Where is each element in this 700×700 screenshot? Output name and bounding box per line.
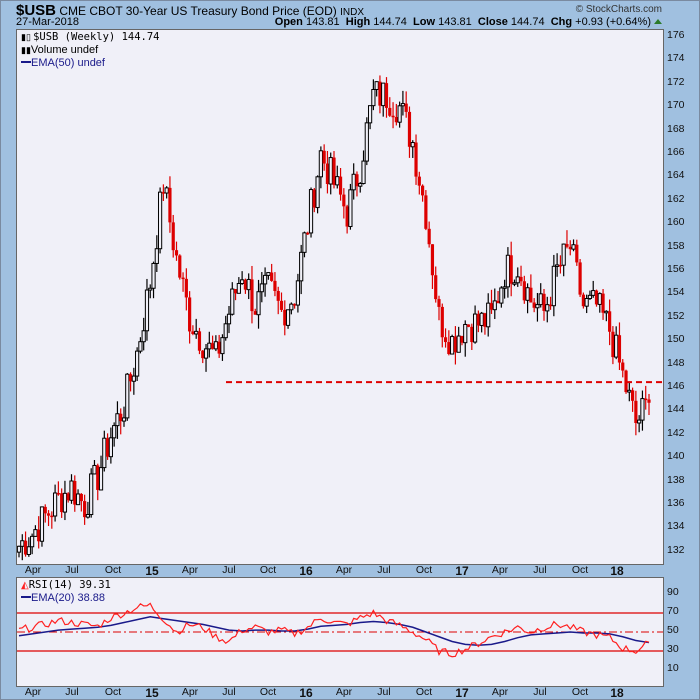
price-legend: ▮▯ $USB (Weekly) 144.74 ▮▮Volume undef E… — [21, 31, 160, 70]
volume-icon: ▮▮ — [21, 45, 31, 55]
price-panel[interactable]: ▮▯ $USB (Weekly) 144.74 ▮▮Volume undef E… — [16, 29, 664, 565]
low-value: 143.81 — [438, 16, 472, 28]
price-tick-label: 170 — [667, 99, 685, 112]
price-candles — [17, 75, 663, 561]
price-tick-label: 146 — [667, 380, 685, 392]
x-tick-label: Jul — [222, 686, 236, 698]
price-tick-label: 166 — [667, 146, 685, 158]
x-tick-label: Apr — [335, 686, 353, 698]
price-tick-label: 142 — [667, 426, 685, 439]
x-tick-label: Jul — [65, 564, 79, 576]
ohlc-summary: Open 143.81 High 144.74 Low 143.81 Close… — [275, 16, 662, 28]
up-arrow-icon — [654, 19, 662, 24]
x-tick-label: Oct — [415, 564, 433, 576]
low-label: Low — [413, 16, 436, 28]
open-label: Open — [274, 16, 303, 28]
x-tick-label: 15 — [145, 564, 159, 578]
instrument-name: CME CBOT 30-Year US Treasury Bond Price … — [59, 4, 337, 18]
price-tick-label: 158 — [667, 239, 685, 252]
price-tick-label: 140 — [667, 450, 685, 463]
chart-title: $USB CME CBOT 30-Year US Treasury Bond P… — [16, 2, 364, 19]
x-tick-label: Oct — [259, 686, 277, 698]
x-tick-label: 18 — [610, 564, 624, 578]
x-tick-label: Apr — [24, 564, 42, 576]
rsi-area-icon: ◭ — [21, 580, 29, 591]
price-tick-label: 160 — [667, 216, 685, 229]
x-tick-label: Oct — [104, 686, 122, 698]
ema-line-icon — [21, 61, 31, 63]
price-tick-label: 174 — [667, 52, 685, 65]
x-tick-label: Jul — [377, 564, 391, 576]
chart-date: 27-Mar-2018 — [16, 16, 79, 28]
price-tick-label: 156 — [667, 263, 685, 275]
rsi-lines — [17, 602, 663, 658]
candle-icon: ▮▯ — [21, 32, 31, 42]
price-tick-label: 168 — [667, 122, 685, 135]
rsi-tick-label: 90 — [667, 586, 679, 598]
price-tick-label: 150 — [667, 333, 685, 346]
x-tick-label: Apr — [181, 686, 199, 698]
rsi-tick-label: 10 — [667, 662, 679, 674]
price-tick-label: 134 — [667, 520, 685, 533]
x-tick-label: Apr — [335, 564, 353, 576]
rsi-legend: ◭RSI(14) 39.31 EMA(20) 38.88 — [21, 579, 111, 605]
legend-series: $USB (Weekly) 144.74 — [33, 31, 160, 43]
price-tick-label: 176 — [667, 29, 685, 41]
brand: © StockCharts.com — [575, 4, 662, 15]
x-tick-label: 18 — [610, 686, 624, 700]
price-tick-label: 162 — [667, 192, 685, 205]
legend-ema: EMA(50) undef — [31, 57, 105, 69]
price-tick-label: 152 — [667, 309, 685, 322]
x-tick-label: Oct — [104, 564, 122, 576]
rsi-tick-label: 50 — [667, 624, 679, 636]
rsi-tick-label: 30 — [667, 643, 679, 655]
rsi-tick-label: 70 — [667, 605, 679, 617]
x-tick-label: Jul — [377, 686, 391, 698]
x-tick-label: 16 — [299, 564, 313, 578]
legend-rsi-ema: EMA(20) 38.88 — [31, 592, 105, 604]
x-tick-label: Apr — [491, 564, 509, 576]
x-tick-label: Jul — [533, 686, 547, 698]
x-tick-label: Jul — [65, 686, 79, 698]
open-value: 143.81 — [305, 16, 340, 28]
rsi-panel[interactable]: ◭RSI(14) 39.31 EMA(20) 38.88 — [16, 577, 664, 687]
x-tick-label: Jul — [533, 564, 547, 576]
exchange: INDX — [340, 7, 365, 18]
x-tick-label: Apr — [491, 686, 509, 698]
price-tick-label: 164 — [667, 169, 685, 182]
ema-line-icon — [21, 596, 31, 598]
x-tick-label: Oct — [571, 686, 589, 698]
x-tick-label: 15 — [145, 686, 159, 700]
x-tick-label: Apr — [24, 686, 42, 698]
x-tick-label: 16 — [299, 686, 313, 700]
price-tick-label: 172 — [667, 75, 685, 88]
high-label: High — [345, 16, 371, 28]
high-value: 144.74 — [373, 16, 407, 28]
x-tick-label: Oct — [415, 686, 433, 698]
price-tick-label: 138 — [667, 473, 685, 486]
change-value: +0.93 (+0.64%) — [575, 16, 651, 28]
legend-volume: Volume undef — [30, 44, 99, 56]
x-tick-label: 17 — [455, 564, 469, 578]
x-tick-label: Oct — [571, 564, 589, 576]
price-tick-label: 144 — [667, 403, 685, 416]
price-tick-label: 148 — [667, 356, 685, 369]
x-tick-label: Jul — [222, 564, 236, 576]
close-label: Close — [477, 16, 508, 28]
close-value: 144.74 — [510, 16, 545, 28]
price-tick-label: 132 — [667, 543, 685, 556]
legend-rsi: RSI(14) 39.31 — [28, 579, 111, 591]
x-tick-label: 17 — [455, 686, 469, 700]
price-tick-label: 154 — [667, 286, 685, 299]
price-tick-label: 136 — [667, 497, 685, 509]
change-label: Chg — [550, 16, 573, 28]
x-tick-label: Apr — [181, 564, 199, 576]
symbol: $USB — [16, 2, 57, 19]
x-tick-label: Oct — [259, 564, 277, 576]
